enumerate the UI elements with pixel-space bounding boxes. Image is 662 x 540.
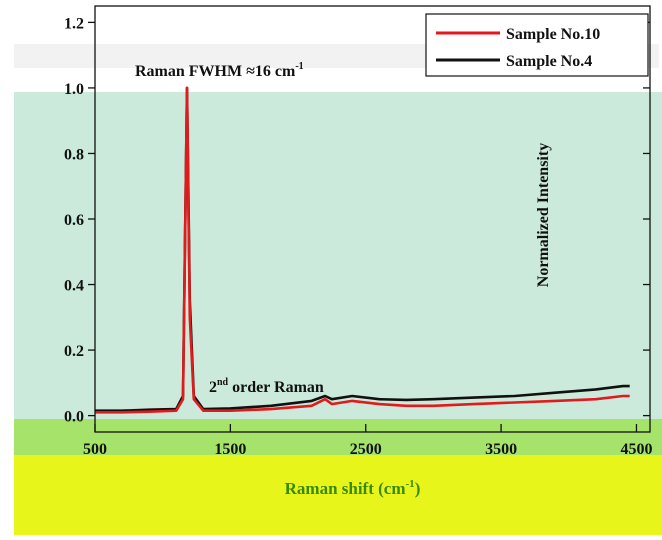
x-tick-label: 1500	[214, 441, 246, 458]
y-tick-label: 0.4	[64, 278, 84, 295]
x-tick-label: 4500	[620, 441, 652, 458]
x-tick-label: 3500	[485, 441, 517, 458]
y-tick-label: 0.8	[64, 146, 84, 163]
legend-label-sample-10: Sample No.10	[506, 26, 600, 43]
legend: Sample No.10 Sample No.4	[425, 13, 649, 77]
y-axis-label: Normalized Intensity	[535, 143, 552, 287]
band-mint	[14, 92, 662, 419]
y-tick-label: 1.2	[64, 15, 84, 32]
legend-label-sample-4: Sample No.4	[506, 53, 592, 70]
band-yellow	[14, 455, 662, 535]
y-tick-label: 0.0	[64, 409, 84, 426]
x-axis-label: Raman shift (cm-1)	[285, 478, 421, 498]
fwhm-annotation: Raman FWHM ≈16 cm-1	[135, 61, 304, 80]
second-order-annotation: 2nd order Raman	[209, 377, 324, 396]
y-tick-label: 0.2	[64, 343, 84, 360]
x-tick-label: 500	[83, 441, 107, 458]
x-tick-label: 2500	[350, 441, 382, 458]
band-green	[14, 419, 662, 455]
series-layer	[95, 86, 630, 414]
y-tick-label: 1.0	[64, 81, 84, 98]
background-bands	[14, 44, 662, 535]
axis-ticks: 500 1500 2500 3500 4500 0.0 0.2 0.4 0.6 0.8 1.0 1.2	[64, 15, 652, 458]
y-tick-label: 0.6	[64, 212, 84, 229]
legend-box	[425, 13, 649, 77]
series-line-sample-10	[95, 86, 630, 414]
